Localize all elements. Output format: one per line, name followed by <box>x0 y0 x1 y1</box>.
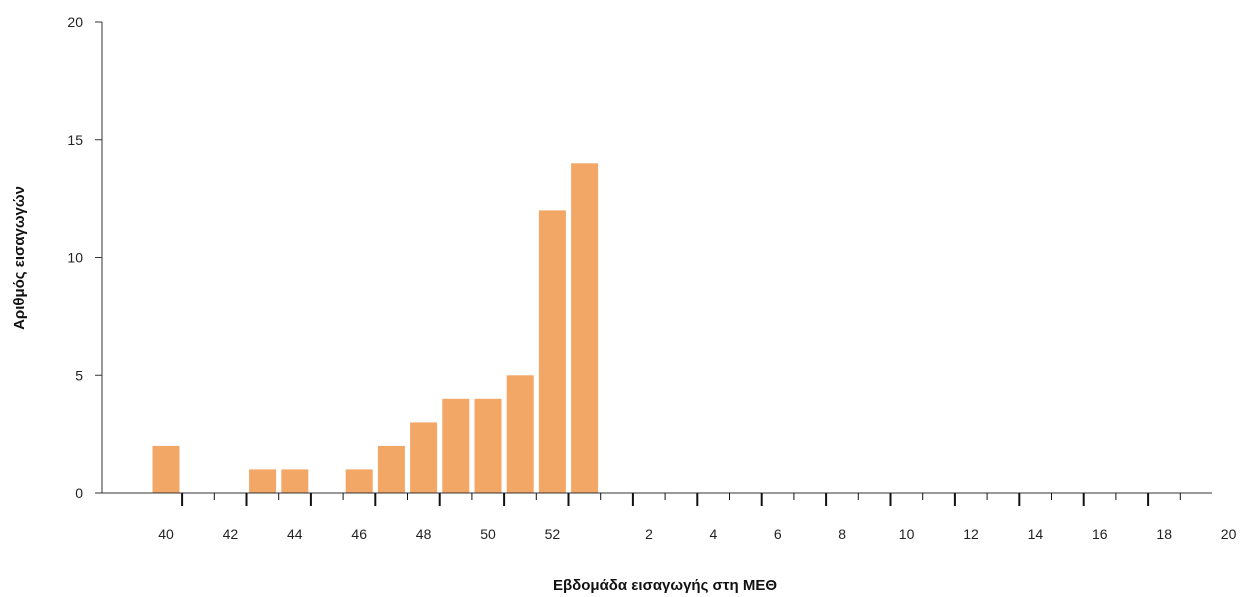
bar-week-52 <box>538 210 566 493</box>
x-tick-label: 40 <box>158 526 174 542</box>
bar-week-47 <box>377 445 405 493</box>
y-tick-label: 0 <box>75 485 83 501</box>
bar-week-48 <box>410 422 438 493</box>
y-tick-label: 15 <box>67 132 83 148</box>
x-axis-title: Εβδομάδα εισαγωγής στη ΜΕΘ <box>553 577 777 594</box>
x-tick-label: 48 <box>416 526 432 542</box>
x-tick-label: 12 <box>963 526 979 542</box>
x-tick-label: 16 <box>1092 526 1108 542</box>
x-tick-label: 20 <box>1221 526 1237 542</box>
bars-group <box>152 163 599 494</box>
x-ticks-group: 40 42 44 46 48 50 52 2 4 6 8 10 12 14 16 18 20 <box>158 493 1237 542</box>
bar-week-46 <box>345 469 373 493</box>
bar-week-49 <box>442 398 470 493</box>
y-axis-title: Αριθμός εισαγωγών <box>11 186 28 330</box>
bar-week-43 <box>249 469 277 493</box>
bar-week-51 <box>506 375 534 494</box>
x-tick-label: 6 <box>774 526 782 542</box>
x-tick-label: 50 <box>480 526 496 542</box>
x-tick-label: 2 <box>645 526 653 542</box>
x-tick-label: 4 <box>710 526 718 542</box>
x-tick-label: 14 <box>1028 526 1044 542</box>
x-tick-label: 8 <box>838 526 846 542</box>
bar-week-44 <box>281 469 309 493</box>
x-tick-label: 10 <box>899 526 915 542</box>
x-tick-label: 42 <box>223 526 239 542</box>
x-tick-label: 18 <box>1156 526 1172 542</box>
x-tick-label: 44 <box>287 526 303 542</box>
y-tick-label: 20 <box>67 14 83 30</box>
bar-week-50 <box>474 398 502 493</box>
bar-week-53 <box>571 163 599 494</box>
y-tick-label: 5 <box>75 367 83 383</box>
x-tick-label: 46 <box>351 526 367 542</box>
bar-week-40 <box>152 445 180 493</box>
y-ticks-group: 0 5 10 15 20 <box>67 14 102 501</box>
y-tick-label: 10 <box>67 250 83 266</box>
x-tick-label: 52 <box>545 526 561 542</box>
